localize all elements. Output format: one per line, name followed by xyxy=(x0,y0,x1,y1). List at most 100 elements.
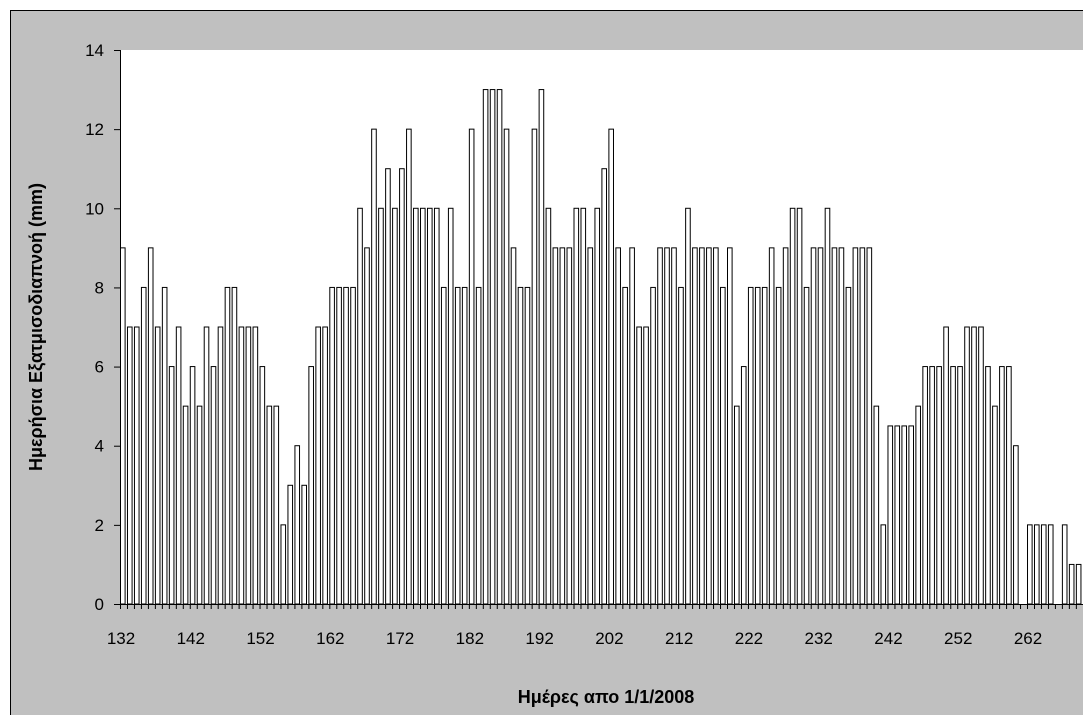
y-tick-label: 6 xyxy=(95,358,104,377)
bar-day-192 xyxy=(538,89,545,605)
bar-day-268 xyxy=(1068,563,1075,605)
bar-day-256 xyxy=(985,366,991,605)
bar-day-241 xyxy=(880,524,887,605)
bar-day-209 xyxy=(657,247,663,605)
bar-day-216 xyxy=(706,247,712,605)
bar-day-177 xyxy=(433,207,440,605)
y-tick-marks xyxy=(114,50,120,605)
bar-day-250 xyxy=(943,326,949,605)
x-tick-label: 162 xyxy=(316,629,344,648)
bar-day-141 xyxy=(182,405,189,605)
bar-day-205 xyxy=(629,247,635,605)
x-tick-label: 142 xyxy=(177,629,205,648)
bar-day-264 xyxy=(1040,524,1047,605)
bar-day-200 xyxy=(594,207,601,605)
bar-day-222 xyxy=(747,286,754,605)
bar-day-182 xyxy=(468,128,475,605)
bar-day-195 xyxy=(559,247,566,605)
bar-day-140 xyxy=(175,326,182,605)
bar-day-135 xyxy=(140,286,147,605)
bar-day-265 xyxy=(1047,524,1054,605)
bar-day-183 xyxy=(475,286,482,605)
bar-day-259 xyxy=(1006,366,1012,605)
bar-day-244 xyxy=(901,425,908,605)
bar-day-170 xyxy=(385,168,391,605)
bar-day-210 xyxy=(664,247,670,605)
bar-day-224 xyxy=(761,286,768,605)
bar-day-163 xyxy=(336,286,342,605)
bar-day-145 xyxy=(210,366,217,605)
bar-day-232 xyxy=(817,247,824,605)
bar-day-231 xyxy=(810,247,817,605)
y-tick-label: 2 xyxy=(95,516,104,535)
bar-day-211 xyxy=(671,247,677,605)
bar-day-154 xyxy=(273,405,280,605)
bar-day-198 xyxy=(580,207,587,605)
bar-day-258 xyxy=(999,366,1005,605)
bar-day-175 xyxy=(420,207,426,605)
x-tick-label: 152 xyxy=(246,629,274,648)
bar-day-243 xyxy=(894,425,901,605)
bar-day-227 xyxy=(782,247,789,605)
bar-day-213 xyxy=(685,207,691,605)
bar-day-147 xyxy=(224,286,231,605)
x-tick-label: 202 xyxy=(595,629,623,648)
bar-day-171 xyxy=(392,207,398,605)
x-tick-label: 252 xyxy=(944,629,972,648)
bar-day-132 xyxy=(120,247,126,605)
bar-day-193 xyxy=(545,207,552,605)
bar-day-143 xyxy=(196,405,203,605)
x-tick-label: 172 xyxy=(386,629,414,648)
bar-day-260 xyxy=(1013,445,1019,605)
bar-day-269 xyxy=(1075,563,1082,605)
bar-day-172 xyxy=(399,168,405,605)
bar-day-161 xyxy=(322,326,328,605)
bar-day-203 xyxy=(615,247,621,605)
bar-day-197 xyxy=(573,207,580,605)
bar-day-247 xyxy=(922,366,928,605)
bar-day-245 xyxy=(908,425,915,605)
bar-day-136 xyxy=(147,247,154,605)
bar-day-196 xyxy=(566,247,573,605)
bar-day-186 xyxy=(496,89,503,605)
y-tick-label: 12 xyxy=(85,120,104,139)
bar-day-159 xyxy=(308,366,314,605)
x-axis-title: Ημέρες απο 1/1/2008 xyxy=(518,687,695,707)
x-tick-label: 192 xyxy=(525,629,553,648)
x-tick-label: 232 xyxy=(805,629,833,648)
y-axis-title: Ημερήσια Εξατμισοδιαπνοή (mm) xyxy=(26,183,47,471)
x-tick-label: 182 xyxy=(456,629,484,648)
bar-day-252 xyxy=(957,366,963,605)
bar-day-144 xyxy=(203,326,210,605)
bar-day-166 xyxy=(357,207,363,605)
y-tick-label: 8 xyxy=(95,278,104,297)
bar-day-187 xyxy=(503,128,510,605)
bar-day-199 xyxy=(587,247,594,605)
bar-day-242 xyxy=(887,425,894,605)
y-tick-label: 4 xyxy=(95,437,104,456)
x-tick-labels: 132 142 152 162 172 182 192 202 212 222 232 242 252 2… xyxy=(107,629,1042,648)
bar-day-173 xyxy=(406,128,412,605)
bar-day-153 xyxy=(266,405,273,605)
bar-day-202 xyxy=(608,128,614,605)
bar-day-212 xyxy=(678,286,684,605)
bar-day-138 xyxy=(161,286,168,605)
bar-day-179 xyxy=(447,207,454,605)
x-tick-label: 262 xyxy=(1014,629,1042,648)
bar-day-263 xyxy=(1033,524,1040,605)
x-tick-label: 242 xyxy=(874,629,902,648)
y-tick-labels: 0 2 4 6 8 10 12 14 xyxy=(85,41,104,614)
bar-day-158 xyxy=(301,484,307,605)
bar-day-221 xyxy=(740,366,747,605)
bar-day-201 xyxy=(601,168,608,605)
bar-day-217 xyxy=(713,247,719,605)
bar-day-229 xyxy=(796,207,803,605)
bar-day-167 xyxy=(364,247,370,605)
bar-day-134 xyxy=(133,326,140,605)
bar-day-249 xyxy=(936,366,942,605)
bar-day-194 xyxy=(552,247,559,605)
bar-day-223 xyxy=(754,286,761,605)
bar-day-225 xyxy=(768,247,775,605)
y-tick-label: 14 xyxy=(85,41,104,60)
